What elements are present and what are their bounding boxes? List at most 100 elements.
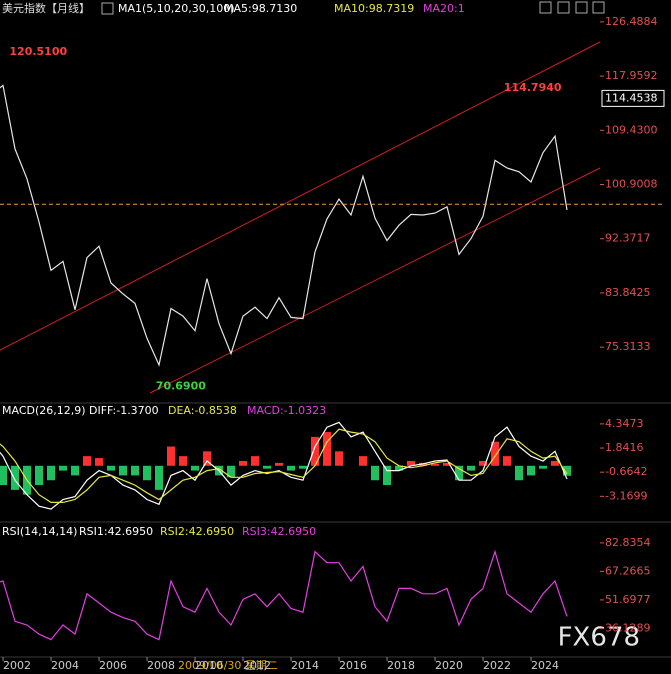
macd-bar — [0, 465, 7, 486]
macd-bar — [491, 441, 499, 466]
macd-bar — [563, 465, 571, 476]
macd-bar — [443, 462, 451, 466]
indicator: MA5:98.7130 — [224, 2, 297, 15]
trend-line — [0, 41, 601, 351]
macd-bar — [407, 460, 415, 466]
macd-bar — [155, 465, 163, 490]
y-tick-label: 100.9008 — [605, 178, 658, 191]
macd-bar — [59, 465, 67, 471]
y-tick-label: 51.6977 — [605, 593, 651, 606]
macd-bar — [35, 465, 43, 486]
x-tick-label: 2002 — [3, 659, 31, 672]
macd-bar — [299, 465, 307, 469]
macd-bar — [383, 465, 391, 486]
macd-bar — [191, 465, 199, 471]
y-tick-label: 92.3717 — [605, 232, 651, 245]
macd-bar — [95, 458, 103, 466]
legend-entry: RSI2:42.6950 — [160, 525, 234, 538]
legend-entry: DIFF:-1.3700 — [89, 404, 159, 417]
icon-button[interactable] — [575, 1, 588, 14]
dea-line — [0, 428, 568, 503]
x-tick-label: 2020 — [435, 659, 463, 672]
x-tick-label: 2010 — [195, 659, 223, 672]
macd-bar — [371, 465, 379, 481]
macd-bar — [131, 465, 139, 476]
y-tick-label: -0.6642 — [605, 465, 647, 478]
y-tick-label: 67.2665 — [605, 564, 651, 577]
y-tick-label: 83.8425 — [605, 286, 651, 299]
macd-bar — [395, 465, 403, 471]
x-tick-label: 2016 — [339, 659, 367, 672]
legend-entry: DEA:-0.8538 — [168, 404, 237, 417]
macd-bar — [311, 436, 319, 466]
macd-bar — [167, 446, 175, 466]
y-tick-label: 4.3473 — [605, 417, 644, 430]
macd-bar — [551, 460, 559, 466]
macd-bar — [323, 432, 331, 466]
x-tick-label: 2014 — [291, 659, 319, 672]
annotation: 120.5100 — [9, 45, 67, 58]
macd-bar — [263, 465, 271, 469]
macd-bar — [539, 465, 547, 469]
macd-bar — [239, 460, 247, 466]
legend-entry: RSI1:42.6950 — [79, 525, 153, 538]
header-title: 美元指数【月线】 — [2, 1, 90, 15]
current-price-box — [601, 89, 665, 107]
legend-entry: MACD:-1.0323 — [247, 404, 326, 417]
y-tick-label: 75.3133 — [605, 340, 651, 353]
y-tick-label: 117.9592 — [605, 69, 658, 82]
macd-bar — [431, 463, 439, 466]
plot-area — [0, 84, 571, 641]
macd-bar — [527, 465, 535, 476]
macd-bar — [179, 456, 187, 466]
annotation: 114.7940 — [504, 81, 562, 94]
current-price: 114.4538 — [605, 91, 658, 104]
indicator: MA10:98.7319 — [334, 2, 414, 15]
legend-entry: RSI(14,14,14) — [2, 525, 77, 538]
legend-entry: MACD(26,12,9) — [2, 404, 86, 417]
macd-bar — [251, 456, 259, 466]
icon-button[interactable] — [539, 1, 552, 14]
macd-bar — [287, 465, 295, 471]
legend-entry: RSI3:42.6950 — [242, 525, 316, 538]
indicator: MA20:1 — [423, 2, 465, 15]
macd-bar — [119, 465, 127, 476]
watermark: FX678 — [558, 623, 640, 653]
diff-line — [0, 421, 568, 510]
macd-bar — [107, 465, 115, 471]
y-tick-label: -3.1699 — [605, 489, 647, 502]
indicator: MA1(5,10,20,30,100) — [118, 2, 235, 15]
icon-button[interactable] — [557, 1, 570, 14]
annotation: 70.6900 — [156, 380, 206, 393]
y-tick-label: 36.1289 — [605, 621, 651, 634]
macd-bar — [515, 465, 523, 481]
x-tick-label: 2008 — [147, 659, 175, 672]
macd-bar — [47, 465, 55, 481]
macd-bar — [455, 465, 463, 481]
macd-bar — [503, 456, 511, 466]
macd-bar — [335, 451, 343, 466]
y-tick-label: 109.4300 — [605, 123, 658, 136]
x-tick-label: 2018 — [387, 659, 415, 672]
macd-bar — [275, 462, 283, 466]
date-label: 2009/06/30 星期二 — [178, 659, 278, 672]
macd-bar — [71, 465, 79, 476]
y-tick-label: 82.8354 — [605, 536, 651, 549]
macd-bar — [143, 465, 151, 481]
trend-line — [149, 167, 601, 394]
macd-bar — [467, 465, 475, 471]
price-line — [0, 84, 568, 367]
price-line — [0, 549, 568, 641]
x-tick-label: 2022 — [483, 659, 511, 672]
y-tick-label: 1.8416 — [605, 441, 644, 454]
x-tick-label: 2004 — [51, 659, 79, 672]
y-tick-label: 126.4884 — [605, 15, 658, 28]
macd-bar — [83, 456, 91, 466]
macd-bar — [227, 465, 235, 478]
x-tick-label: 2006 — [99, 659, 127, 672]
macd-bar — [479, 460, 487, 466]
icon — [101, 2, 114, 15]
icon-button[interactable] — [592, 1, 605, 14]
